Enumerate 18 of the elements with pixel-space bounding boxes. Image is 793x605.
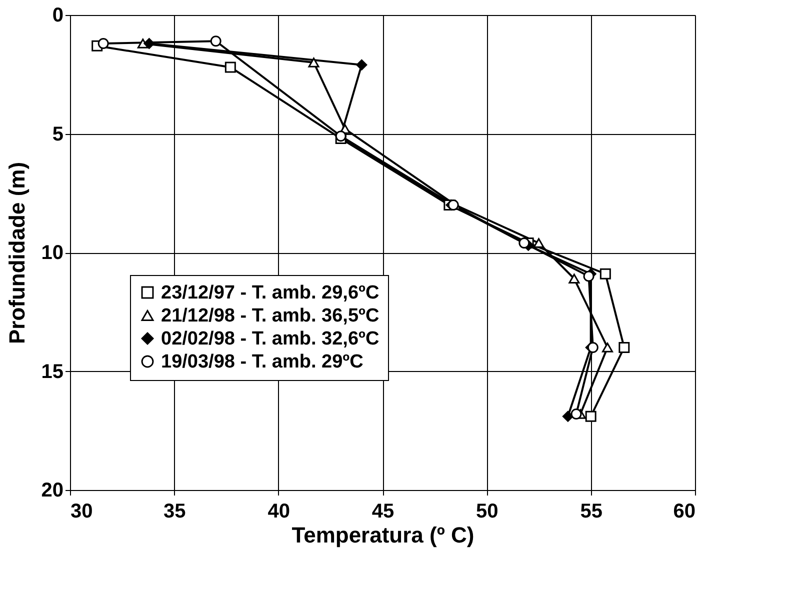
y-tick-label: 5: [52, 123, 64, 146]
y-axis-title: Profundidade (m): [4, 162, 30, 344]
x-tick-label: 50: [476, 500, 498, 522]
y-tick-label: 10: [41, 242, 64, 264]
x-tick-label: 45: [372, 500, 394, 522]
x-tick-label: 60: [673, 500, 696, 522]
x-tick-label: 55: [580, 500, 602, 522]
x-tick-label: 30: [70, 500, 93, 522]
x-tick-label: 40: [268, 500, 290, 522]
y-tick-label: 15: [41, 360, 64, 383]
x-axis-title: Temperatura (º C): [292, 522, 474, 548]
x-tick-label: 35: [164, 500, 186, 522]
legend-label: 23/12/97 - T. amb. 29,6ºC: [161, 282, 380, 304]
legend-label: 02/02/98 - T. amb. 32,6ºC: [161, 328, 380, 350]
y-tick-label: 20: [41, 480, 64, 502]
legend-label: 19/03/98 - T. amb. 29ºC: [161, 352, 364, 372]
legend-label: 21/12/98 - T. amb. 36,5ºC: [161, 306, 380, 326]
y-tick-label: 0: [52, 4, 64, 26]
